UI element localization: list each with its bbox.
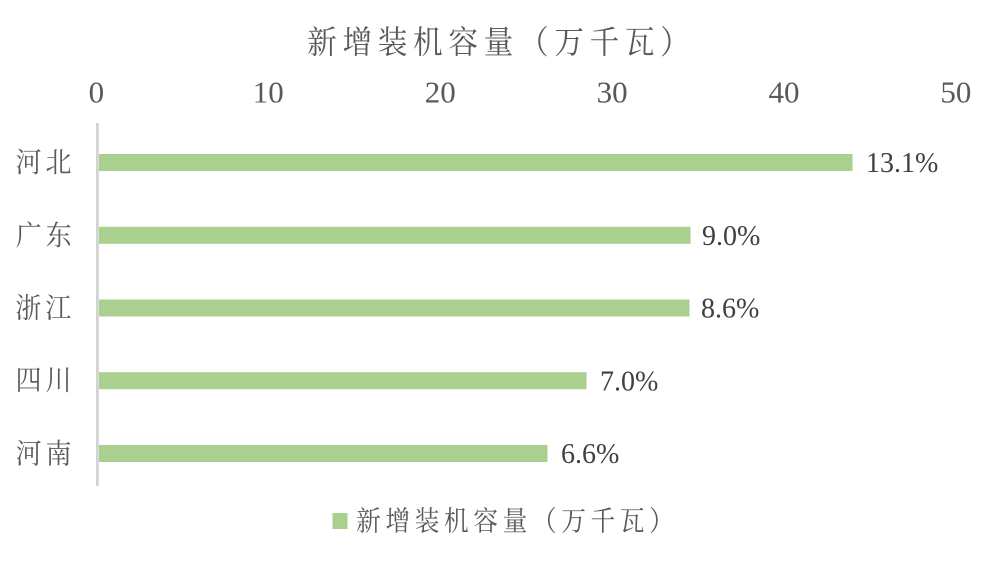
- svg-text:0: 0: [89, 75, 105, 110]
- svg-text:8.6%: 8.6%: [701, 294, 759, 325]
- svg-text:30: 30: [597, 75, 628, 110]
- svg-text:40: 40: [769, 75, 800, 110]
- svg-text:50: 50: [940, 75, 971, 110]
- svg-text:10: 10: [253, 75, 284, 110]
- svg-text:13.1%: 13.1%: [866, 148, 938, 179]
- svg-text:20: 20: [425, 75, 456, 110]
- svg-text:7.0%: 7.0%: [600, 367, 658, 398]
- svg-text:9.0%: 9.0%: [702, 221, 760, 252]
- svg-text:6.6%: 6.6%: [561, 439, 619, 470]
